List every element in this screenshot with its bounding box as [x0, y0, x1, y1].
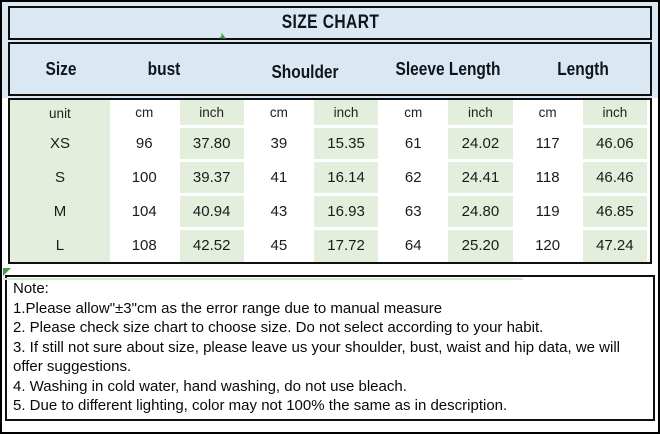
column-header-bust: bust [148, 58, 181, 79]
size-table: unit cm inch cm inch cm inch cm inch XS … [8, 98, 652, 264]
value-cell: 96 [109, 125, 180, 161]
unit-cell: cm [513, 100, 583, 127]
value-cell: 16.93 [310, 192, 382, 230]
size-cell: XS [10, 126, 111, 160]
unit-cell: inch [310, 100, 382, 128]
note-item-5: 5. Due to different lighting, color may … [13, 397, 508, 414]
notes-heading: Note: [13, 280, 49, 297]
unit-cell: cm [244, 100, 314, 127]
selection-line-artifact [3, 278, 523, 280]
notes-section: Note: 1.Please allow"±3"cm as the error … [5, 275, 655, 421]
size-cell: M [10, 194, 111, 228]
unit-cell: inch [445, 100, 516, 128]
table-header-section: SIZE CHART Size bust Shoulder Sleeve Len… [2, 2, 658, 98]
value-cell: 120 [513, 227, 583, 262]
value-cell: 46.06 [579, 124, 651, 162]
note-item-1: 1.Please allow"±3"cm as the error range … [13, 299, 443, 317]
column-header-size: Size [45, 58, 77, 79]
value-cell: 47.24 [579, 226, 651, 262]
value-cell: 64 [378, 227, 448, 262]
value-cell: 100 [109, 159, 180, 195]
column-header-length: Length [556, 58, 609, 79]
unit-cell: inch [176, 100, 247, 128]
value-cell: 46.46 [579, 158, 651, 196]
value-cell: 41 [244, 159, 314, 195]
size-cell: L [10, 228, 111, 262]
table-row-l: L 108 42.52 45 17.72 64 25.20 120 47.24 [10, 226, 651, 262]
column-header-shoulder: Shoulder [271, 61, 339, 82]
value-cell: 39.37 [176, 158, 247, 196]
value-cell: 15.35 [310, 124, 382, 162]
value-cell: 119 [513, 193, 583, 229]
table-row-xs: XS 96 37.80 39 15.35 61 24.02 117 46.06 [10, 124, 651, 162]
value-cell: 25.20 [445, 226, 516, 262]
note-item-3: 3. If still not sure about size, please … [13, 338, 621, 376]
unit-row: unit cm inch cm inch cm inch cm inch [10, 100, 651, 128]
table-row-m: M 104 40.94 43 16.93 63 24.80 119 46.85 [10, 192, 651, 230]
value-cell: 16.14 [310, 158, 382, 196]
value-cell: 61 [378, 125, 448, 161]
size-cell: S [10, 160, 111, 194]
note-item-2: 2. Please check size chart to choose siz… [13, 319, 544, 336]
value-cell: 104 [109, 193, 180, 229]
value-cell: 45 [244, 227, 314, 262]
value-cell: 39 [244, 125, 314, 161]
chart-title-box: SIZE CHART [8, 6, 652, 40]
value-cell: 24.80 [445, 192, 516, 230]
column-headers-row: Size bust Shoulder Sleeve Length Length [8, 42, 652, 96]
value-cell: 43 [244, 193, 314, 229]
value-cell: 42.52 [176, 226, 247, 262]
value-cell: 62 [378, 159, 448, 195]
value-cell: 46.85 [579, 192, 651, 230]
value-cell: 108 [109, 227, 180, 262]
selection-corner-artifact-icon [3, 268, 11, 276]
value-cell: 24.41 [445, 158, 516, 196]
value-cell: 17.72 [310, 226, 382, 262]
unit-cell: inch [579, 100, 651, 128]
column-header-sleeve-length: Sleeve Length [395, 58, 501, 79]
unit-cell: cm [109, 100, 180, 127]
value-cell: 24.02 [445, 124, 516, 162]
unit-cell: cm [378, 100, 448, 127]
value-cell: 37.80 [176, 124, 247, 162]
note-item-4: 4. Washing in cold water, hand washing, … [13, 377, 407, 395]
value-cell: 63 [378, 193, 448, 229]
value-cell: 118 [513, 159, 583, 195]
value-cell: 117 [513, 125, 583, 161]
value-cell: 40.94 [176, 192, 247, 230]
page-title: SIZE CHART [281, 12, 379, 33]
unit-label-cell: unit [10, 100, 111, 126]
size-table-grid: unit cm inch cm inch cm inch cm inch XS … [10, 100, 651, 262]
table-row-s: S 100 39.37 41 16.14 62 24.41 118 46.46 [10, 158, 651, 196]
